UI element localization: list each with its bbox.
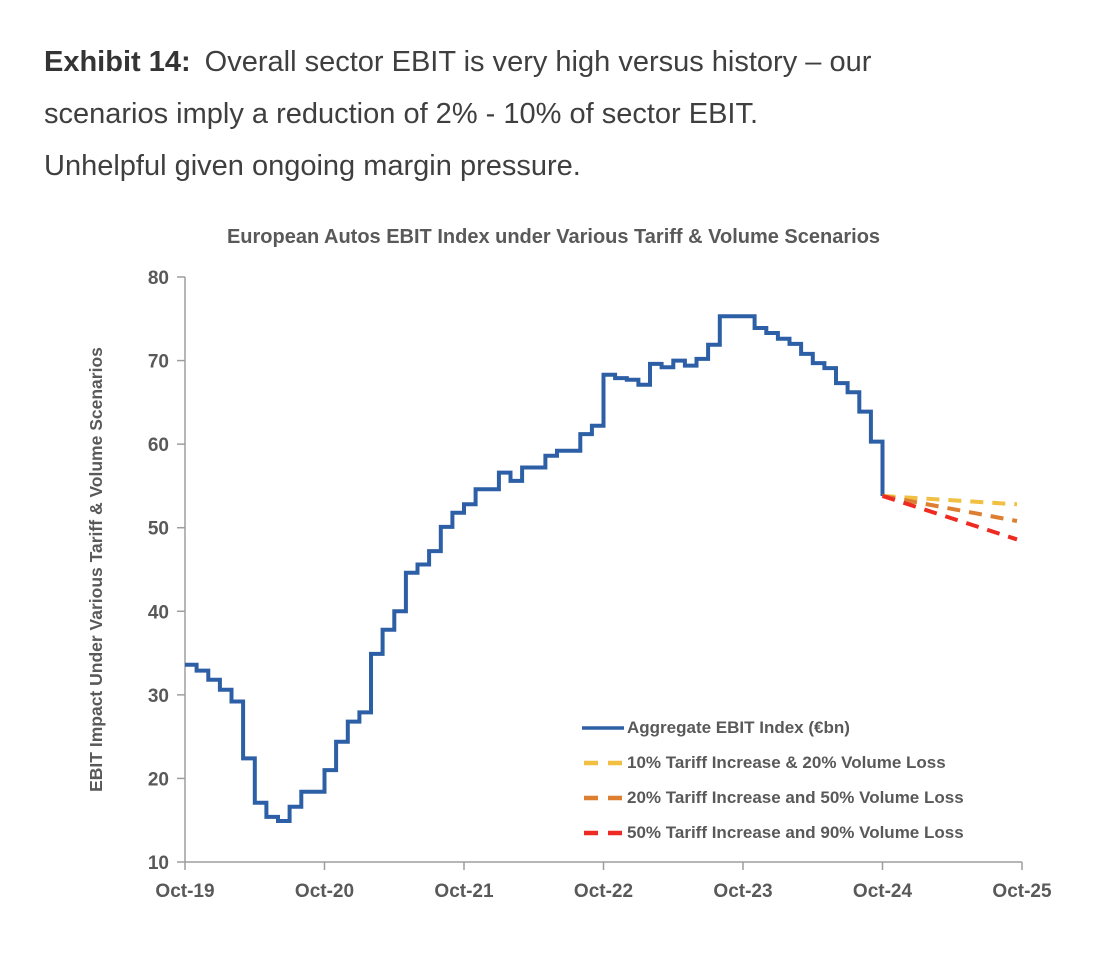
series-scenario-dashed-line bbox=[881, 494, 1018, 542]
legend-label: 10% Tariff Increase & 20% Volume Loss bbox=[627, 752, 946, 772]
x-tick-label: Oct-22 bbox=[574, 881, 633, 902]
x-tick-label: Oct-21 bbox=[434, 881, 494, 902]
y-tick-label: 20 bbox=[148, 769, 169, 790]
y-tick-label: 40 bbox=[148, 602, 169, 623]
y-tick-label: 80 bbox=[148, 268, 169, 289]
dashed-line-marker-icon bbox=[584, 760, 622, 765]
series-aggregate-ebit-line bbox=[185, 314, 885, 823]
x-tick-label: Oct-23 bbox=[713, 881, 772, 902]
caption-line-3: Unhelpful given ongoing margin pressure. bbox=[44, 150, 581, 182]
series-scenario-dashed-line bbox=[882, 493, 1018, 523]
exhibit-label: Exhibit 14: bbox=[44, 46, 191, 78]
solid-line-marker-icon bbox=[582, 725, 624, 730]
legend-label: 50% Tariff Increase and 90% Volume Loss bbox=[627, 822, 964, 842]
legend-label: Aggregate EBIT Index (€bn) bbox=[627, 717, 850, 737]
legend-item-scenario-10pct: 10% Tariff Increase & 20% Volume Loss bbox=[581, 745, 964, 780]
series-scenario-dashed-line bbox=[882, 493, 1018, 507]
dashed-line-marker-icon bbox=[584, 830, 622, 835]
legend-label: 20% Tariff Increase and 50% Volume Loss bbox=[627, 787, 964, 807]
x-tick-label: Oct-19 bbox=[155, 881, 214, 902]
y-tick-label: 50 bbox=[148, 519, 169, 540]
caption-line-2: scenarios imply a reduction of 2% - 10% … bbox=[44, 98, 759, 130]
legend: Aggregate EBIT Index (€bn) 10% Tariff In… bbox=[581, 710, 964, 850]
x-tick-label: Oct-20 bbox=[295, 881, 354, 902]
y-tick-label: 10 bbox=[148, 853, 169, 874]
chart-title: European Autos EBIT Index under Various … bbox=[226, 226, 881, 248]
caption-line-1: Exhibit 14: Overall sector EBIT is very h… bbox=[44, 36, 1094, 88]
x-tick-label: Oct-24 bbox=[853, 881, 913, 902]
y-tick-label: 70 bbox=[148, 352, 169, 373]
caption-line-1-text: Overall sector EBIT is very high versus … bbox=[204, 46, 872, 78]
y-tick-label: 60 bbox=[148, 435, 169, 456]
legend-item-aggregate: Aggregate EBIT Index (€bn) bbox=[581, 710, 964, 745]
exhibit-caption: Exhibit 14: Overall sector EBIT is very h… bbox=[44, 36, 1094, 192]
x-tick-label: Oct-25 bbox=[992, 881, 1052, 902]
dashed-line-marker-icon bbox=[584, 795, 622, 800]
y-tick-label: 30 bbox=[148, 686, 169, 707]
legend-item-scenario-20pct: 20% Tariff Increase and 50% Volume Loss bbox=[581, 780, 964, 815]
legend-item-scenario-50pct: 50% Tariff Increase and 90% Volume Loss bbox=[581, 815, 964, 850]
